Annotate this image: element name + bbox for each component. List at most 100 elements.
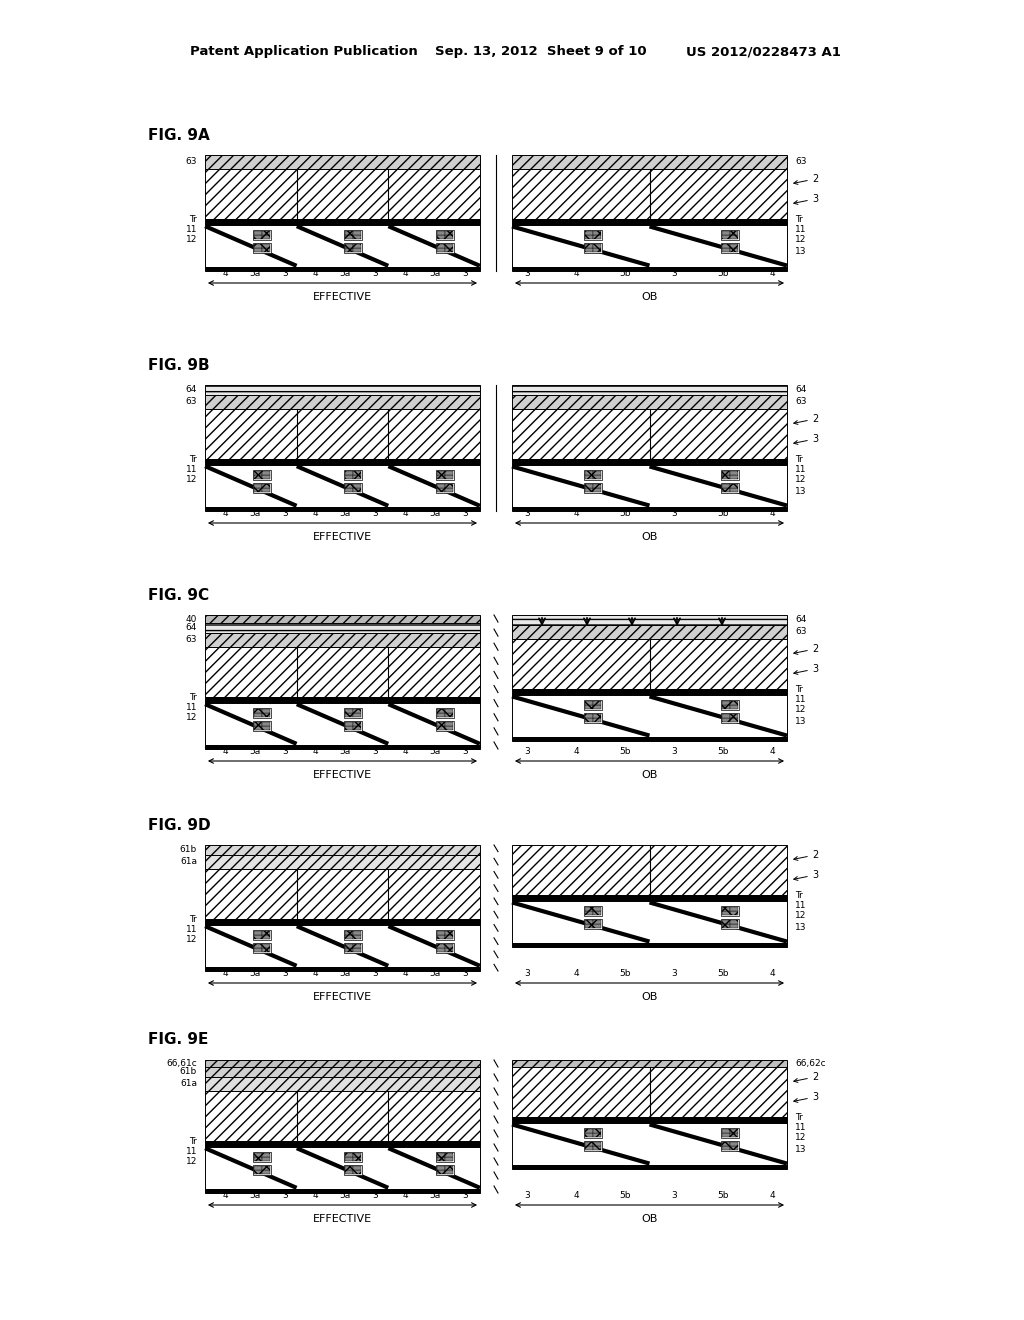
Bar [445,1152,453,1158]
Bar [593,714,600,718]
Bar [585,1146,593,1150]
Bar [721,906,739,916]
Bar [584,483,601,492]
Bar [205,169,297,219]
Text: 4: 4 [222,510,227,519]
Bar [262,248,269,252]
Bar [585,231,593,235]
Bar [730,475,738,479]
Bar [344,931,362,940]
Bar [353,231,361,235]
Text: 3: 3 [283,269,288,279]
Text: 5a: 5a [339,269,350,279]
Text: 5b: 5b [717,510,729,519]
Bar [722,705,730,709]
Text: OB: OB [641,292,657,302]
Text: 63: 63 [185,397,197,407]
Bar [585,718,593,722]
Bar [254,709,262,713]
Text: 3: 3 [462,269,468,279]
Bar [512,615,787,624]
Bar [345,244,353,248]
Bar [649,169,787,219]
Text: 4: 4 [573,510,579,519]
Bar [262,935,269,939]
Bar [585,705,593,709]
Bar [512,1117,787,1123]
Bar [297,169,388,219]
Bar [205,968,480,972]
Text: 3: 3 [462,1192,468,1200]
Bar [512,895,787,902]
Text: 4: 4 [573,969,579,978]
Bar [262,944,269,948]
Bar [445,722,453,726]
Text: 5a: 5a [339,1192,350,1200]
Bar [437,235,445,239]
Bar [585,484,593,488]
Bar [593,471,600,475]
Bar [593,924,600,928]
Bar [437,931,445,935]
Bar [584,1129,601,1138]
Text: OB: OB [641,770,657,780]
Bar [388,869,480,919]
Text: 3: 3 [671,1192,677,1200]
Bar [262,713,269,717]
Text: 4: 4 [402,969,408,978]
Bar [205,1140,480,1147]
Bar [437,935,445,939]
Bar [254,244,262,248]
Bar [254,1166,262,1170]
Bar [593,701,600,705]
Bar [437,471,445,475]
Text: 12: 12 [795,475,806,484]
Bar [512,409,649,459]
Text: EFFECTIVE: EFFECTIVE [313,993,372,1002]
Text: 13: 13 [795,717,807,726]
Text: Tr: Tr [189,214,197,223]
Text: 3: 3 [671,510,677,519]
Bar [722,924,730,928]
Bar [254,235,262,239]
Bar [721,713,739,723]
Bar [512,696,787,737]
Text: 12: 12 [795,235,806,244]
Bar [262,231,269,235]
Text: 13: 13 [795,247,807,256]
Bar [344,243,362,253]
Bar [344,1152,362,1162]
Bar [253,931,270,940]
Text: 4: 4 [769,510,775,519]
Text: 12: 12 [185,475,197,484]
Bar [584,700,601,710]
Bar [262,1170,269,1173]
Text: 61a: 61a [180,1080,197,1089]
Bar [436,230,454,240]
Bar [512,219,787,224]
Text: 2: 2 [812,644,818,653]
Bar [593,484,600,488]
Text: 4: 4 [573,269,579,279]
Bar [205,507,480,511]
Bar [585,924,593,928]
Bar [205,845,480,855]
Bar [721,470,739,480]
Text: 4: 4 [222,1192,227,1200]
Text: 3: 3 [671,969,677,978]
Bar [445,1158,453,1162]
Bar [649,1067,787,1117]
Bar [730,471,738,475]
Bar [730,484,738,488]
Bar [254,471,262,475]
Text: 4: 4 [573,747,579,756]
Bar [730,235,738,239]
Bar [436,483,454,492]
Text: 3: 3 [524,510,529,519]
Bar [353,713,361,717]
Text: 64: 64 [185,385,197,395]
Text: 5a: 5a [429,747,440,756]
Bar [593,1133,600,1137]
Bar [388,647,480,697]
Bar [585,920,593,924]
